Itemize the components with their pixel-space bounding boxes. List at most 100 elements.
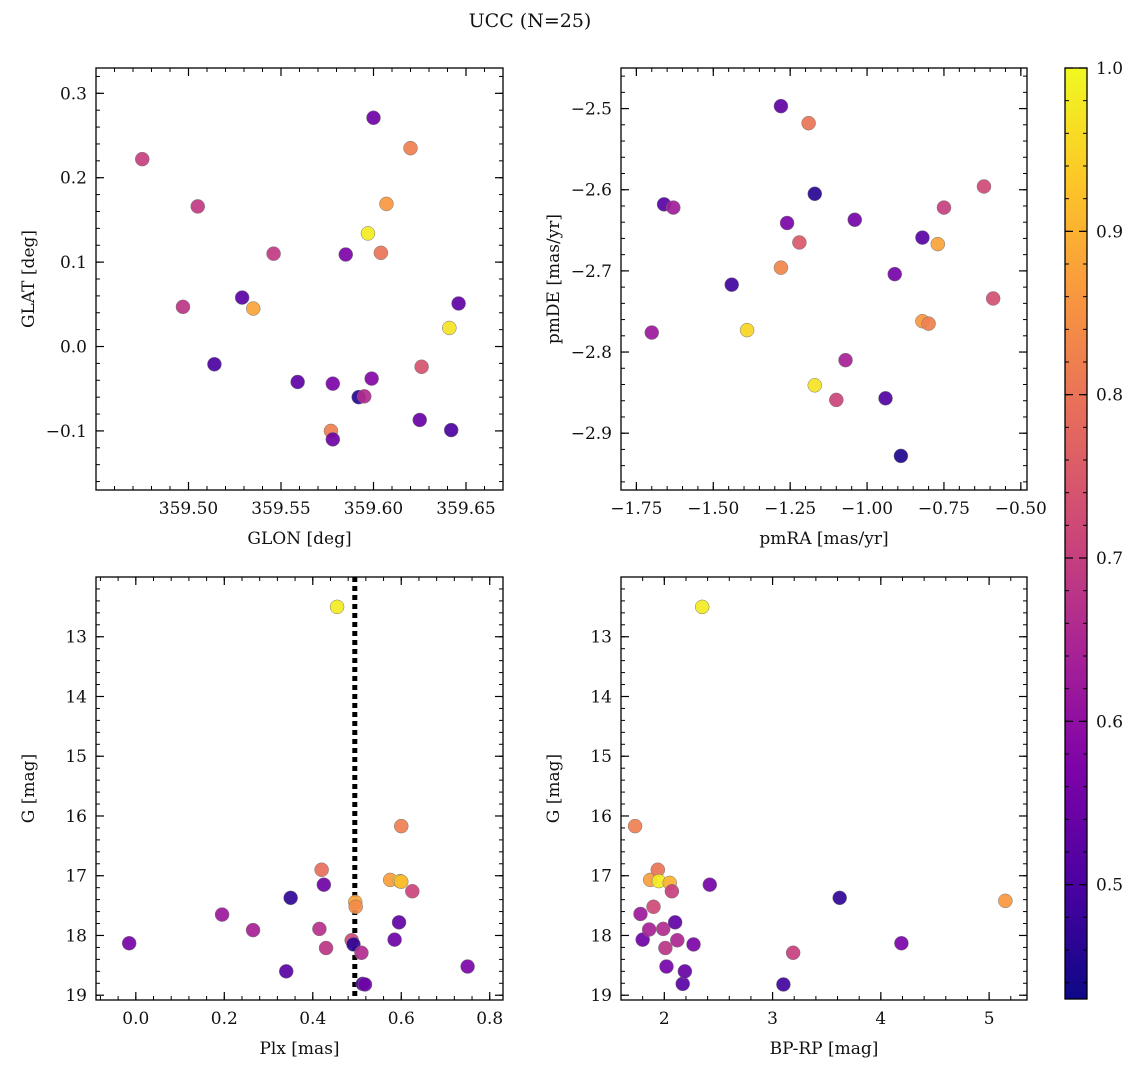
points-group	[121, 599, 475, 992]
data-point	[443, 422, 459, 438]
y-tick-label: 0.3	[60, 84, 87, 104]
y-tick-label: 0.0	[60, 338, 87, 358]
data-point	[283, 890, 298, 906]
data-point	[646, 899, 661, 915]
data-point	[246, 301, 261, 316]
data-point	[121, 935, 137, 951]
data-point	[666, 200, 681, 215]
data-point	[325, 432, 341, 447]
data-point	[214, 907, 230, 922]
data-point	[894, 935, 909, 951]
data-point	[838, 352, 853, 368]
x-tick-label: 3	[767, 1009, 778, 1029]
y-tick-label: 17	[590, 867, 612, 887]
y-tick-label: 13	[590, 628, 612, 648]
colorbar-tick-label: 1.0	[1096, 59, 1123, 79]
data-point	[175, 299, 191, 315]
y-tick-label: 17	[65, 867, 87, 887]
plot-frame	[95, 576, 504, 1001]
y-tick-label: −2.5	[571, 100, 612, 120]
x-axis-label: GLON [deg]	[247, 529, 351, 549]
y-tick-label: 19	[590, 986, 612, 1006]
y-tick-label: −2.8	[571, 343, 612, 363]
data-point	[644, 325, 660, 340]
y-axis-label: GLAT [deg]	[19, 230, 39, 328]
data-point	[998, 893, 1013, 909]
x-tick-label: −0.75	[918, 499, 970, 519]
y-tick-label: 13	[65, 628, 87, 648]
data-point	[414, 359, 429, 375]
y-tick-label: 16	[590, 807, 612, 827]
colorbar-gradient	[1064, 67, 1088, 1000]
y-tick-label: 0.2	[60, 169, 87, 189]
data-point	[266, 246, 281, 261]
data-point	[360, 226, 376, 241]
data-point	[667, 915, 683, 930]
data-point	[655, 921, 671, 937]
y-tick-label: 14	[65, 687, 87, 707]
data-point	[659, 959, 674, 974]
data-point	[773, 260, 789, 275]
figure-title: UCC (N=25)	[469, 10, 592, 32]
data-point	[921, 316, 936, 331]
points-group	[627, 599, 1013, 992]
x-axis-label: Plx [mas]	[259, 1039, 339, 1059]
y-tick-label: 15	[590, 747, 612, 767]
data-point	[207, 356, 222, 372]
data-point	[878, 391, 893, 406]
data-point	[405, 884, 420, 899]
x-tick-label: 5	[984, 1009, 995, 1029]
data-point	[325, 376, 341, 391]
data-point	[801, 115, 816, 131]
y-axis-label: pmDE [mas/yr]	[544, 214, 564, 344]
y-axis-label: G [mag]	[19, 754, 39, 823]
data-point	[829, 392, 844, 408]
data-point	[190, 199, 205, 214]
data-point	[739, 322, 755, 338]
data-point	[670, 933, 685, 948]
x-tick-label: 4	[875, 1009, 886, 1029]
x-tick-label: −0.50	[995, 499, 1047, 519]
data-point	[807, 186, 823, 202]
data-point	[364, 371, 379, 386]
data-point	[354, 945, 369, 961]
data-point	[627, 818, 643, 834]
data-point	[985, 291, 1001, 306]
data-point	[832, 890, 847, 906]
x-tick-label: 0.6	[388, 1009, 415, 1029]
plot-frame	[620, 67, 1028, 491]
plot-frame	[620, 576, 1028, 1001]
data-point	[724, 277, 739, 292]
plot-frame	[95, 67, 504, 491]
panel-plx-g: 0.0 0.2 0.4 0.6 0.8 13 14 15 16 17 18 19 Plx [mas] G …	[19, 576, 504, 1059]
data-point	[694, 599, 710, 615]
data-point	[776, 977, 791, 992]
points-group	[644, 98, 1001, 464]
y-tick-label: −2.6	[571, 181, 612, 201]
y-tick-label: 16	[65, 807, 87, 827]
data-point	[245, 922, 261, 938]
data-point	[379, 196, 394, 212]
panel-bprp-g: 2 3 4 5 13 14 15 16 17 18 19 BP-RP [mag] G [mag]	[544, 576, 1028, 1059]
data-point	[412, 412, 427, 428]
y-tick-label: 15	[65, 747, 87, 767]
data-point	[387, 932, 402, 947]
data-point	[893, 448, 909, 464]
data-point	[677, 964, 693, 979]
data-point	[394, 818, 409, 834]
panels: 359.50 359.55 359.60 359.65 −0.1 0.0 0.1 0.2 0.3…	[19, 67, 1047, 1059]
data-point	[807, 378, 823, 393]
data-point	[675, 976, 690, 992]
data-point	[357, 977, 373, 992]
colorbar-tick-label: 0.8	[1096, 386, 1123, 406]
data-point	[278, 964, 294, 979]
x-tick-label: −1.50	[687, 499, 739, 519]
x-tick-label: 2	[659, 1009, 670, 1029]
data-point	[316, 877, 332, 892]
y-tick-label: 19	[65, 986, 87, 1006]
x-tick-label: 0.8	[476, 1009, 503, 1029]
data-point	[779, 215, 795, 231]
x-tick-label: 359.60	[344, 499, 403, 519]
colorbar-tick-label: 0.9	[1096, 222, 1123, 242]
